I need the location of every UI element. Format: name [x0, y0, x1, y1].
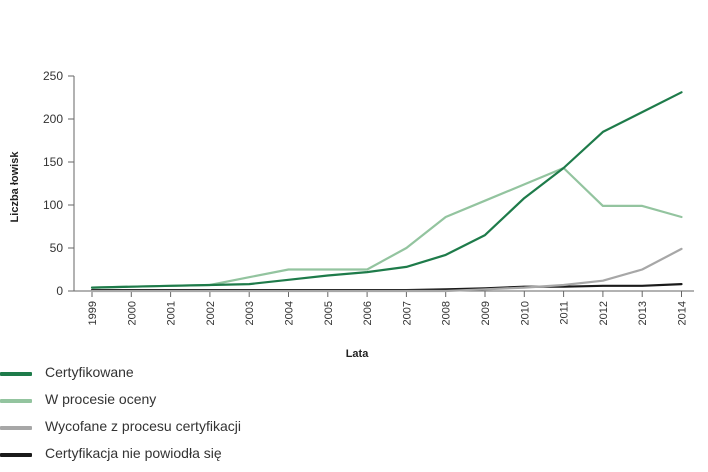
x-tick-label: 2005: [323, 301, 335, 325]
x-axis: 1999 2000 2001 2002 2003 2004 2005 2006 2007 2008…: [74, 290, 694, 325]
x-tick-label: 2002: [205, 301, 217, 325]
series-lines: [90, 91, 683, 293]
legend-swatch-certified: [0, 372, 32, 376]
x-tick-label: 2010: [519, 301, 531, 325]
x-axis-title: Lata: [346, 348, 370, 360]
legend-label: Certyfikacja nie powiodła się: [45, 445, 222, 461]
x-tick-label: 2008: [441, 301, 453, 325]
y-tick-label: 100: [43, 198, 63, 212]
legend-swatch-in-assessment: [0, 399, 32, 403]
legend-label: W procesie oceny: [45, 391, 157, 407]
series-line-withdrawn: [90, 247, 683, 293]
x-tick-label: 2006: [362, 301, 374, 325]
x-tick-label: 2012: [598, 301, 610, 325]
legend-label: Wycofane z procesu certyfikacji: [45, 418, 241, 434]
x-tick-label: 2014: [677, 301, 689, 325]
x-tick-label: 2007: [401, 301, 413, 325]
x-tick-label: 2009: [480, 301, 492, 325]
x-tick-label: 2003: [244, 301, 256, 325]
x-tick-label: 2000: [126, 301, 138, 325]
legend-swatch-failed: [0, 453, 32, 457]
y-tick-label: 150: [43, 155, 63, 169]
y-axis-title: Liczba łowisk: [9, 151, 21, 223]
x-tick-label: 1999: [87, 301, 99, 325]
legend-label: Certyfikowane: [45, 364, 134, 380]
y-tick-label: 0: [56, 284, 63, 298]
y-tick-label: 200: [43, 112, 63, 126]
x-tick-label: 2011: [559, 301, 571, 325]
x-tick-label: 2001: [166, 301, 178, 325]
x-tick-label: 2004: [284, 301, 296, 325]
series-line-certified: [90, 91, 683, 289]
y-tick-label: 50: [50, 241, 64, 255]
y-axis: 0 50 100 150 200 250: [43, 69, 75, 298]
line-chart: 0 50 100 150 200 250 1999 2000 2001 2002 2003 2004…: [9, 69, 694, 360]
x-tick-label: 2013: [637, 301, 649, 325]
legend-swatch-withdrawn: [0, 426, 32, 430]
y-tick-label: 250: [43, 69, 63, 83]
